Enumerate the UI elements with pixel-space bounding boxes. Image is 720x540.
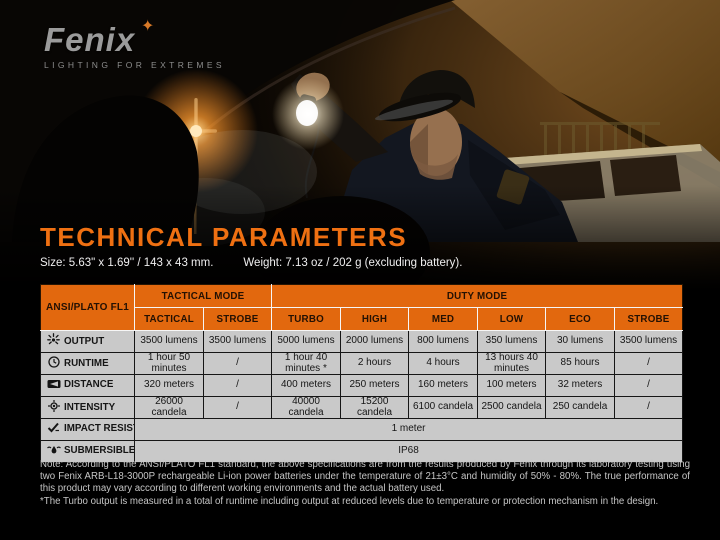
intensity-target-icon bbox=[46, 399, 61, 416]
page-title: TECHNICAL PARAMETERS bbox=[40, 222, 408, 252]
cell-distance-low: 100 meters bbox=[477, 374, 547, 397]
beam-distance-icon bbox=[46, 379, 61, 393]
col-header-high: HIGH bbox=[340, 307, 410, 331]
cell-impact-value: 1 meter bbox=[133, 418, 684, 441]
cell-output-eco: 30 lumens bbox=[545, 330, 616, 353]
flashlight-glow bbox=[272, 78, 344, 150]
note-turbo: *The Turbo output is measured in a total… bbox=[40, 495, 659, 507]
cell-intensity-high: 15200 candela bbox=[340, 396, 410, 419]
row-label-submersible: SUBMERSIBLE bbox=[40, 440, 135, 463]
size-label: Size: 5.63" x 1.69'' / 143 x 43 mm. bbox=[40, 257, 214, 269]
row-label-distance: DISTANCE bbox=[40, 374, 135, 397]
cell-runtime-strobe: / bbox=[202, 352, 273, 375]
col-header-low: LOW bbox=[477, 307, 547, 331]
cell-runtime-high: 2 hours bbox=[340, 352, 410, 375]
cell-output-tactical: 3500 lumens bbox=[134, 330, 204, 353]
cell-output-strobe: 3500 lumens bbox=[202, 330, 273, 353]
row-label-runtime: RUNTIME bbox=[40, 352, 135, 375]
table-header-row-2: TACTICAL STROBE TURBO HIGH MED LOW ECO S… bbox=[41, 307, 684, 331]
tactical-mode-header: TACTICAL MODE bbox=[133, 284, 273, 308]
cell-distance-strobe: / bbox=[202, 374, 273, 397]
col-header-med: MED bbox=[408, 307, 479, 331]
cell-output-med: 800 lumens bbox=[408, 330, 479, 353]
cell-intensity-low: 2500 candela bbox=[477, 396, 547, 419]
table-row-output: OUTPUT 3500 lumens 3500 lumens 5000 lume… bbox=[40, 330, 684, 353]
footnotes: Note: According to the ANSI/PLATO FL1 st… bbox=[40, 459, 690, 508]
col-header-eco: ECO bbox=[545, 307, 616, 331]
cell-distance-tactical: 320 meters bbox=[134, 374, 204, 397]
table-row-runtime: RUNTIME 1 hour 50 minutes / 1 hour 40 mi… bbox=[40, 352, 684, 375]
cell-intensity-eco: 250 candela bbox=[545, 396, 616, 419]
dimensions-line: Size: 5.63" x 1.69'' / 143 x 43 mm. Weig… bbox=[40, 257, 462, 269]
table-header-row-1: ANSI/PLATO FL1 TACTICAL MODE DUTY MODE bbox=[40, 284, 684, 331]
col-header-tactical: TACTICAL bbox=[134, 307, 204, 331]
table-row-submersible: SUBMERSIBLE IP68 bbox=[40, 440, 684, 463]
cell-distance-strobe-duty: / bbox=[614, 374, 684, 397]
clock-icon bbox=[46, 356, 61, 372]
impact-hammer-icon bbox=[46, 422, 61, 437]
fenix-logo-text: Fenix bbox=[44, 21, 136, 58]
cell-output-strobe-duty: 3500 lumens bbox=[614, 330, 684, 353]
note-main: Note: According to the ANSI/PLATO FL1 st… bbox=[40, 459, 690, 495]
fenix-logo: Fenix ✦ LIGHTING FOR EXTREMES bbox=[44, 18, 225, 70]
row-label-impact: IMPACT RESISTANCE bbox=[40, 418, 135, 441]
cell-distance-eco: 32 meters bbox=[545, 374, 616, 397]
background-fence bbox=[540, 122, 660, 156]
col-header-strobe-duty: STROBE bbox=[614, 307, 684, 331]
bottom-fade bbox=[0, 185, 720, 290]
table-row-distance: DISTANCE 320 meters / 400 meters 250 met… bbox=[40, 374, 684, 397]
cell-output-low: 350 lumens bbox=[477, 330, 547, 353]
fenix-tagline: LIGHTING FOR EXTREMES bbox=[44, 60, 225, 70]
cell-intensity-strobe-duty: / bbox=[614, 396, 684, 419]
weight-label: Weight: 7.13 oz / 202 g (excluding batte… bbox=[243, 257, 463, 269]
cell-output-turbo: 5000 lumens bbox=[271, 330, 342, 353]
submersible-water-icon bbox=[46, 445, 61, 459]
night-scene-illustration bbox=[0, 0, 720, 290]
cell-submersible-value: IP68 bbox=[133, 440, 684, 463]
col-header-strobe-tactical: STROBE bbox=[202, 307, 273, 331]
table-row-impact: IMPACT RESISTANCE 1 meter bbox=[40, 418, 684, 441]
cell-output-high: 2000 lumens bbox=[340, 330, 410, 353]
cell-runtime-turbo: 1 hour 40 minutes * bbox=[271, 352, 342, 375]
cell-intensity-strobe: / bbox=[202, 396, 273, 419]
row-label-intensity: INTENSITY bbox=[40, 396, 135, 419]
duty-mode-header: DUTY MODE bbox=[271, 284, 684, 308]
light-output-icon bbox=[46, 333, 61, 350]
cell-intensity-tactical: 26000 candela bbox=[134, 396, 204, 419]
cell-intensity-med: 6100 candela bbox=[408, 396, 479, 419]
corner-header: ANSI/PLATO FL1 bbox=[40, 284, 135, 331]
cell-runtime-eco: 85 hours bbox=[545, 352, 616, 375]
cell-runtime-low: 13 hours 40 minutes bbox=[477, 352, 547, 375]
cell-runtime-strobe-duty: / bbox=[614, 352, 684, 375]
cell-distance-med: 160 meters bbox=[408, 374, 479, 397]
cell-distance-high: 250 meters bbox=[340, 374, 410, 397]
baseball-cap bbox=[375, 70, 475, 122]
hero-photo bbox=[0, 0, 720, 290]
table-row-intensity: INTENSITY 26000 candela / 40000 candela … bbox=[40, 396, 684, 419]
spec-table: ANSI/PLATO FL1 TACTICAL MODE DUTY MODE T… bbox=[40, 284, 684, 463]
cell-runtime-tactical: 1 hour 50 minutes bbox=[134, 352, 204, 375]
cell-runtime-med: 4 hours bbox=[408, 352, 479, 375]
col-header-turbo: TURBO bbox=[271, 307, 342, 331]
fenix-star-icon: ✦ bbox=[141, 18, 155, 35]
cell-distance-turbo: 400 meters bbox=[271, 374, 342, 397]
row-label-output: OUTPUT bbox=[40, 330, 135, 353]
beard-stubble bbox=[414, 154, 458, 180]
cell-intensity-turbo: 40000 candela bbox=[271, 396, 342, 419]
